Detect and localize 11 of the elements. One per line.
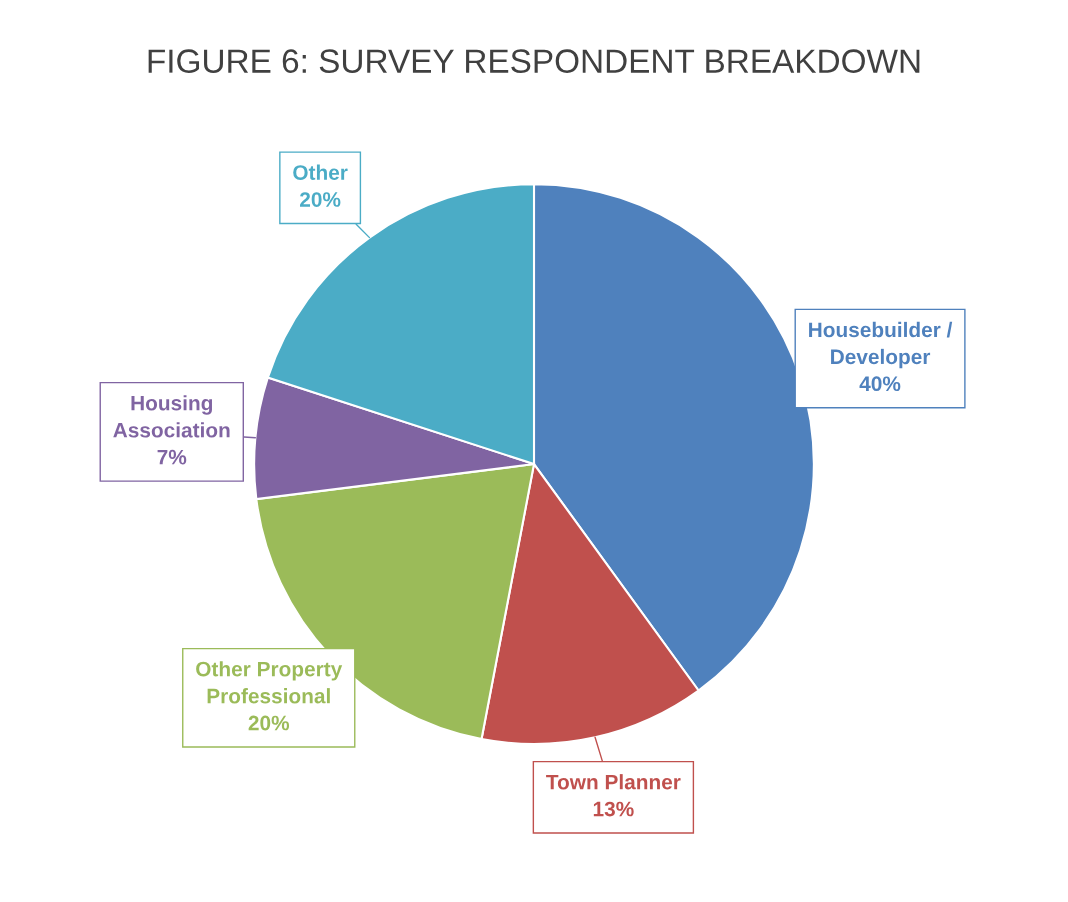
data-label: 7% xyxy=(157,449,187,465)
slice-label: Other xyxy=(293,164,348,180)
data-label: 20% xyxy=(300,192,341,207)
data-label: 20% xyxy=(248,715,290,731)
slice-label: Housing Association xyxy=(113,395,230,438)
data-label: 13% xyxy=(593,801,634,817)
slice-label: Other Property Professional xyxy=(196,661,343,704)
chart-title: FIGURE 6: SURVEY RESPONDENT BREAKDOWN xyxy=(148,49,920,73)
data-label: 40% xyxy=(859,376,901,392)
slice-label: Town Planner xyxy=(546,774,681,790)
slice-label: Housebuilder / Developer xyxy=(809,321,953,369)
